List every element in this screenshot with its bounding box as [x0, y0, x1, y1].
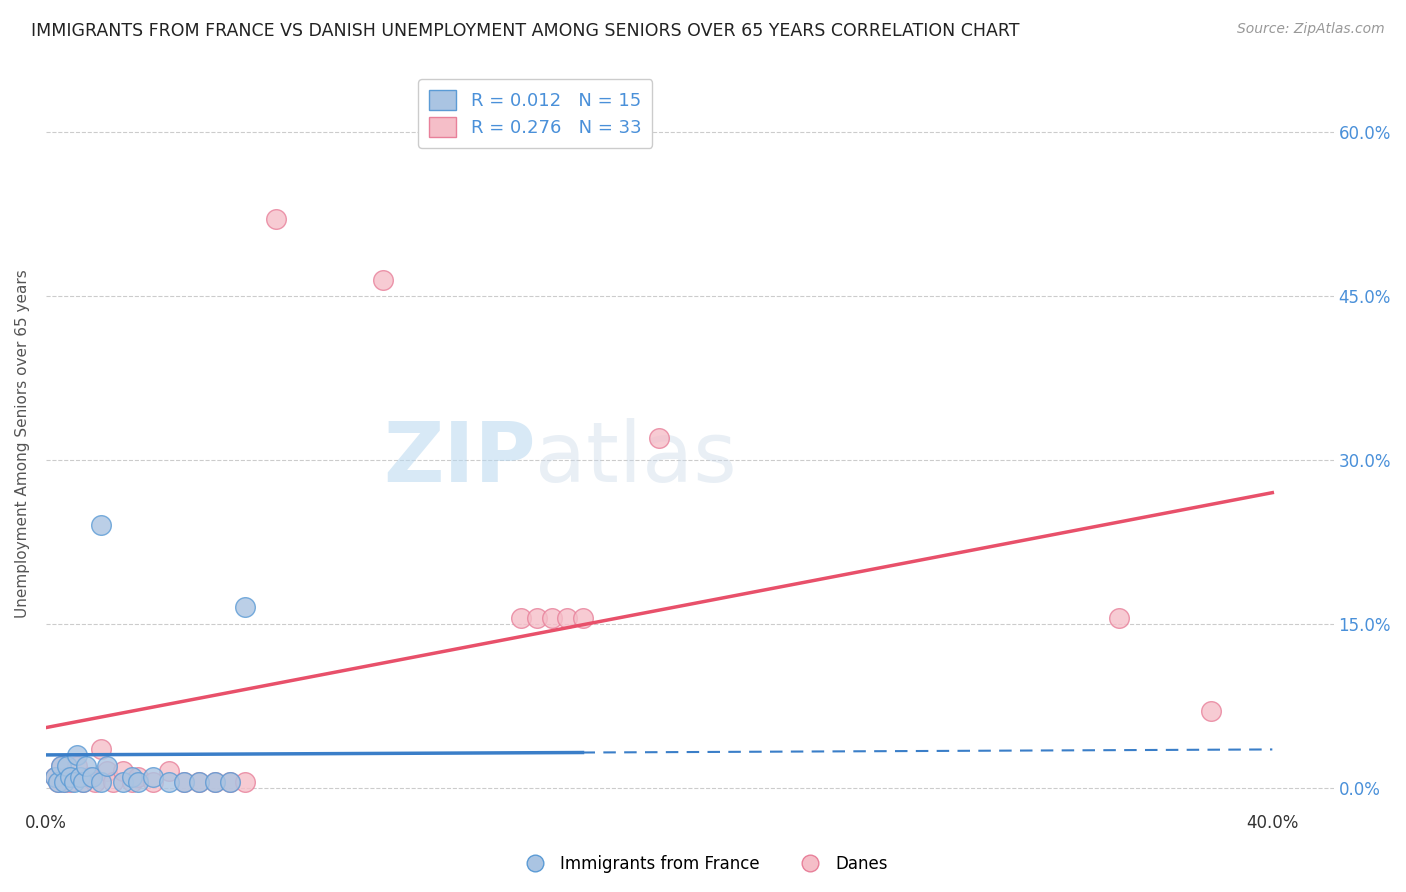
Point: [84, 775, 107, 789]
Legend: Immigrants from France, Danes: Immigrants from France, Danes: [512, 848, 894, 880]
Point: [1108, 611, 1130, 625]
Text: ZIP: ZIP: [382, 417, 536, 499]
Point: [142, 775, 165, 789]
Point: [157, 775, 180, 789]
Point: [204, 775, 226, 789]
Point: [121, 775, 143, 789]
Point: [219, 775, 242, 789]
Point: [142, 770, 165, 784]
Point: [219, 775, 242, 789]
Point: [111, 764, 134, 779]
Point: [53, 775, 76, 789]
Point: [103, 775, 125, 789]
Text: Source: ZipAtlas.com: Source: ZipAtlas.com: [1237, 22, 1385, 37]
Point: [75, 759, 97, 773]
Point: [188, 775, 211, 789]
Point: [173, 775, 195, 789]
Point: [59, 775, 82, 789]
Point: [96, 764, 118, 779]
Point: [90, 775, 112, 789]
Point: [90, 518, 112, 533]
Point: [373, 272, 395, 286]
Y-axis label: Unemployment Among Seniors over 65 years: Unemployment Among Seniors over 65 years: [15, 269, 30, 618]
Point: [111, 775, 134, 789]
Point: [80, 770, 103, 784]
Point: [648, 431, 671, 445]
Point: [56, 770, 79, 784]
Point: [173, 775, 195, 789]
Point: [96, 759, 118, 773]
Point: [66, 747, 89, 762]
Text: IMMIGRANTS FROM FRANCE VS DANISH UNEMPLOYMENT AMONG SENIORS OVER 65 YEARS CORREL: IMMIGRANTS FROM FRANCE VS DANISH UNEMPLO…: [31, 22, 1019, 40]
Point: [233, 600, 256, 615]
Point: [69, 770, 91, 784]
Point: [121, 770, 143, 784]
Point: [233, 775, 256, 789]
Point: [571, 611, 593, 625]
Point: [526, 611, 548, 625]
Point: [66, 759, 89, 773]
Point: [46, 775, 69, 789]
Point: [46, 775, 69, 789]
Point: [204, 775, 226, 789]
Point: [1199, 704, 1222, 718]
Legend: R = 0.012   N = 15, R = 0.276   N = 33: R = 0.012 N = 15, R = 0.276 N = 33: [419, 79, 652, 148]
Point: [72, 775, 94, 789]
Point: [90, 742, 112, 756]
Point: [127, 775, 149, 789]
Point: [510, 611, 533, 625]
Point: [555, 611, 578, 625]
Point: [62, 775, 84, 789]
Point: [53, 775, 76, 789]
Point: [59, 770, 82, 784]
Point: [157, 764, 180, 779]
Point: [264, 212, 287, 227]
Point: [72, 775, 94, 789]
Text: atlas: atlas: [536, 417, 737, 499]
Point: [127, 770, 149, 784]
Point: [44, 770, 66, 784]
Point: [77, 770, 100, 784]
Point: [51, 759, 73, 773]
Point: [188, 775, 211, 789]
Point: [44, 770, 66, 784]
Point: [51, 759, 73, 773]
Point: [56, 759, 79, 773]
Point: [540, 611, 562, 625]
